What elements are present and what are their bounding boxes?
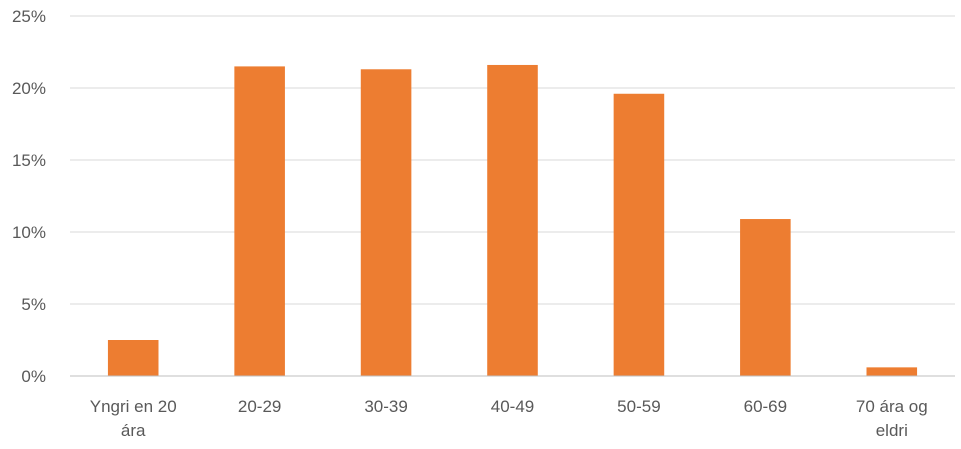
- x-tick-label: 30-39: [364, 397, 407, 416]
- x-tick-label-line: ára: [121, 421, 146, 440]
- y-axis-ticks: 0% 5% 10% 15% 20% 25%: [12, 7, 46, 386]
- bar: [487, 64, 538, 377]
- x-tick-label: 40-49: [491, 397, 534, 416]
- x-tick-label: 20-29: [238, 397, 281, 416]
- x-tick-label-line: Yngri en 20: [90, 397, 177, 416]
- y-tick-label: 15%: [12, 151, 46, 170]
- x-tick-label-line: 60-69: [744, 397, 787, 416]
- bar: [360, 69, 412, 376]
- bars: [107, 64, 918, 377]
- bar: [107, 340, 159, 376]
- x-tick-label-line: 30-39: [364, 397, 407, 416]
- y-tick-label: 0%: [21, 367, 46, 386]
- x-tick-label: 50-59: [617, 397, 660, 416]
- y-tick-label: 5%: [21, 295, 46, 314]
- x-tick-label-line: 20-29: [238, 397, 281, 416]
- y-tick-label: 10%: [12, 223, 46, 242]
- x-tick-label: 70 ára og eldri: [856, 397, 928, 440]
- x-tick-label-line: 50-59: [617, 397, 660, 416]
- bar: [740, 219, 791, 376]
- bar: [234, 66, 285, 377]
- y-tick-label: 25%: [12, 7, 46, 26]
- x-tick-label-line: 40-49: [491, 397, 534, 416]
- x-tick-label-line: 70 ára og: [856, 397, 928, 416]
- x-tick-label-line: eldri: [876, 421, 908, 440]
- bar: [866, 367, 918, 376]
- bar: [613, 93, 665, 376]
- x-tick-label: 60-69: [744, 397, 787, 416]
- y-tick-label: 20%: [12, 79, 46, 98]
- x-tick-label: Yngri en 20 ára: [90, 397, 177, 440]
- x-axis-ticks: Yngri en 20 ára 20-29 30-39 40-49 50-59 60-69 7…: [90, 397, 928, 440]
